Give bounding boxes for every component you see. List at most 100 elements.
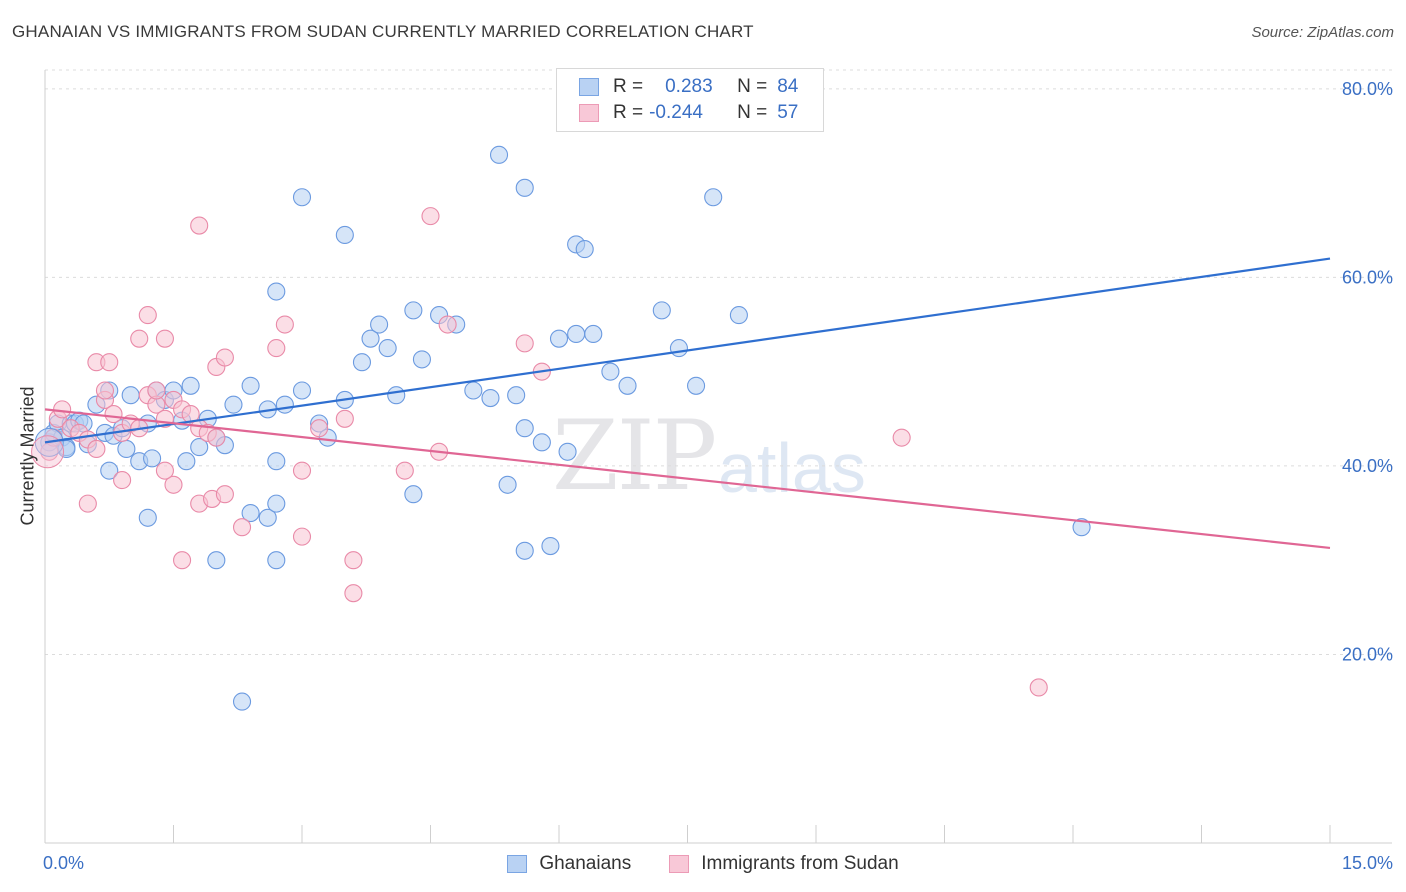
y-tick-label: 80.0%	[1342, 79, 1393, 99]
stats-legend-row-sudan: R = -0.244 N = 57	[579, 101, 798, 125]
point-ghanaians	[515, 541, 534, 560]
point-sudan	[104, 405, 123, 424]
trend-line-sudan	[44, 408, 1331, 550]
point-ghanaians	[489, 145, 509, 164]
point-sudan	[292, 461, 312, 480]
watermark-zip: ZIP	[552, 400, 717, 512]
grid-lines	[45, 69, 1392, 655]
legend-swatch-blue	[579, 78, 599, 96]
point-ghanaians	[241, 376, 260, 395]
chart-title: GHANAIAN VS IMMIGRANTS FROM SUDAN CURREN…	[12, 22, 754, 41]
point-ghanaians	[729, 306, 748, 325]
point-sudan	[215, 485, 234, 504]
legend-item-ghanaians[interactable]: Ghanaians	[507, 853, 631, 875]
point-ghanaians	[352, 353, 372, 372]
point-sudan	[164, 475, 183, 494]
point-sudan	[190, 216, 209, 235]
point-sudan	[421, 207, 440, 226]
point-sudan	[892, 428, 911, 447]
legend-label-sudan: Immigrants from Sudan	[701, 853, 899, 874]
legend-swatch-pink	[579, 104, 599, 122]
trend-line-ghanaians	[44, 257, 1331, 444]
point-ghanaians	[207, 551, 226, 570]
point-ghanaians	[258, 508, 277, 527]
point-sudan	[100, 353, 119, 372]
point-ghanaians	[687, 376, 706, 395]
n-label: N =	[737, 76, 768, 97]
point-sudan	[207, 428, 226, 447]
point-sudan	[31, 435, 65, 469]
point-ghanaians	[190, 438, 209, 457]
r-label: R =	[613, 76, 644, 97]
point-ghanaians	[404, 485, 423, 504]
point-sudan	[155, 461, 174, 480]
point-ghanaians	[481, 389, 500, 408]
point-sudan	[438, 315, 457, 334]
watermark-atlas: atlas	[718, 429, 866, 507]
point-sudan	[395, 461, 414, 480]
point-ghanaians	[181, 376, 200, 395]
point-ghanaians	[241, 504, 260, 523]
point-ghanaians	[292, 381, 312, 400]
point-sudan	[335, 409, 354, 428]
chart-source: Source: ZipAtlas.com	[1251, 24, 1394, 41]
y-tick-label: 20.0%	[1342, 644, 1393, 664]
point-ghanaians	[267, 452, 286, 471]
point-ghanaians	[669, 339, 688, 358]
point-sudan	[515, 334, 534, 353]
point-ghanaians	[292, 188, 312, 207]
legend-swatch-pink	[669, 855, 690, 873]
data-points	[31, 145, 1091, 711]
n-value: 84	[777, 76, 799, 97]
stats-legend: R = 0.283 N = 84 R = -0.244 N = 57	[556, 68, 824, 132]
legend-item-sudan[interactable]: Immigrants from Sudan	[669, 853, 899, 875]
point-ghanaians	[549, 329, 569, 348]
point-sudan	[138, 306, 157, 325]
x-tick-label: 15.0%	[1342, 853, 1393, 873]
tick-labels: 20.0% 40.0% 60.0% 80.0% 0.0% 15.0%	[43, 79, 1393, 873]
point-ghanaians	[100, 461, 119, 480]
point-ghanaians	[541, 537, 560, 556]
stats-legend-row-ghanaians: R = 0.283 N = 84	[579, 75, 798, 99]
point-ghanaians	[567, 324, 586, 344]
point-ghanaians	[507, 386, 526, 405]
point-ghanaians	[267, 282, 286, 301]
point-ghanaians	[275, 395, 294, 414]
y-tick-label: 60.0%	[1342, 267, 1393, 287]
point-sudan	[344, 551, 363, 570]
point-ghanaians	[267, 494, 286, 513]
point-ghanaians	[404, 301, 423, 320]
point-ghanaians	[378, 339, 397, 358]
point-sudan	[147, 381, 166, 400]
point-sudan	[53, 400, 72, 419]
point-sudan	[113, 471, 132, 490]
point-ghanaians	[138, 508, 157, 527]
point-ghanaians	[558, 442, 577, 461]
point-ghanaians	[618, 376, 637, 395]
point-sudan	[130, 329, 149, 348]
point-sudan	[215, 348, 234, 367]
legend-swatch-blue	[507, 855, 528, 873]
point-sudan	[310, 419, 329, 438]
trend-lines	[44, 257, 1331, 550]
point-ghanaians	[267, 551, 286, 570]
point-ghanaians	[370, 315, 389, 334]
point-ghanaians	[177, 452, 196, 471]
series-legend: Ghanaians Immigrants from Sudan	[0, 852, 1406, 876]
point-ghanaians	[361, 329, 380, 348]
point-ghanaians	[601, 362, 620, 381]
n-value: 57	[777, 102, 799, 123]
r-value: 0.283	[665, 76, 713, 97]
point-sudan	[232, 518, 252, 537]
point-sudan	[78, 494, 97, 513]
point-ghanaians	[117, 439, 136, 459]
point-sudan	[95, 381, 115, 400]
point-ghanaians	[584, 324, 603, 344]
point-ghanaians	[1072, 518, 1091, 537]
point-sudan	[155, 329, 174, 348]
y-axis-label: Currently Married	[17, 386, 38, 526]
legend-label-ghanaians: Ghanaians	[539, 853, 632, 874]
point-sudan	[292, 527, 312, 546]
point-ghanaians	[143, 449, 162, 468]
